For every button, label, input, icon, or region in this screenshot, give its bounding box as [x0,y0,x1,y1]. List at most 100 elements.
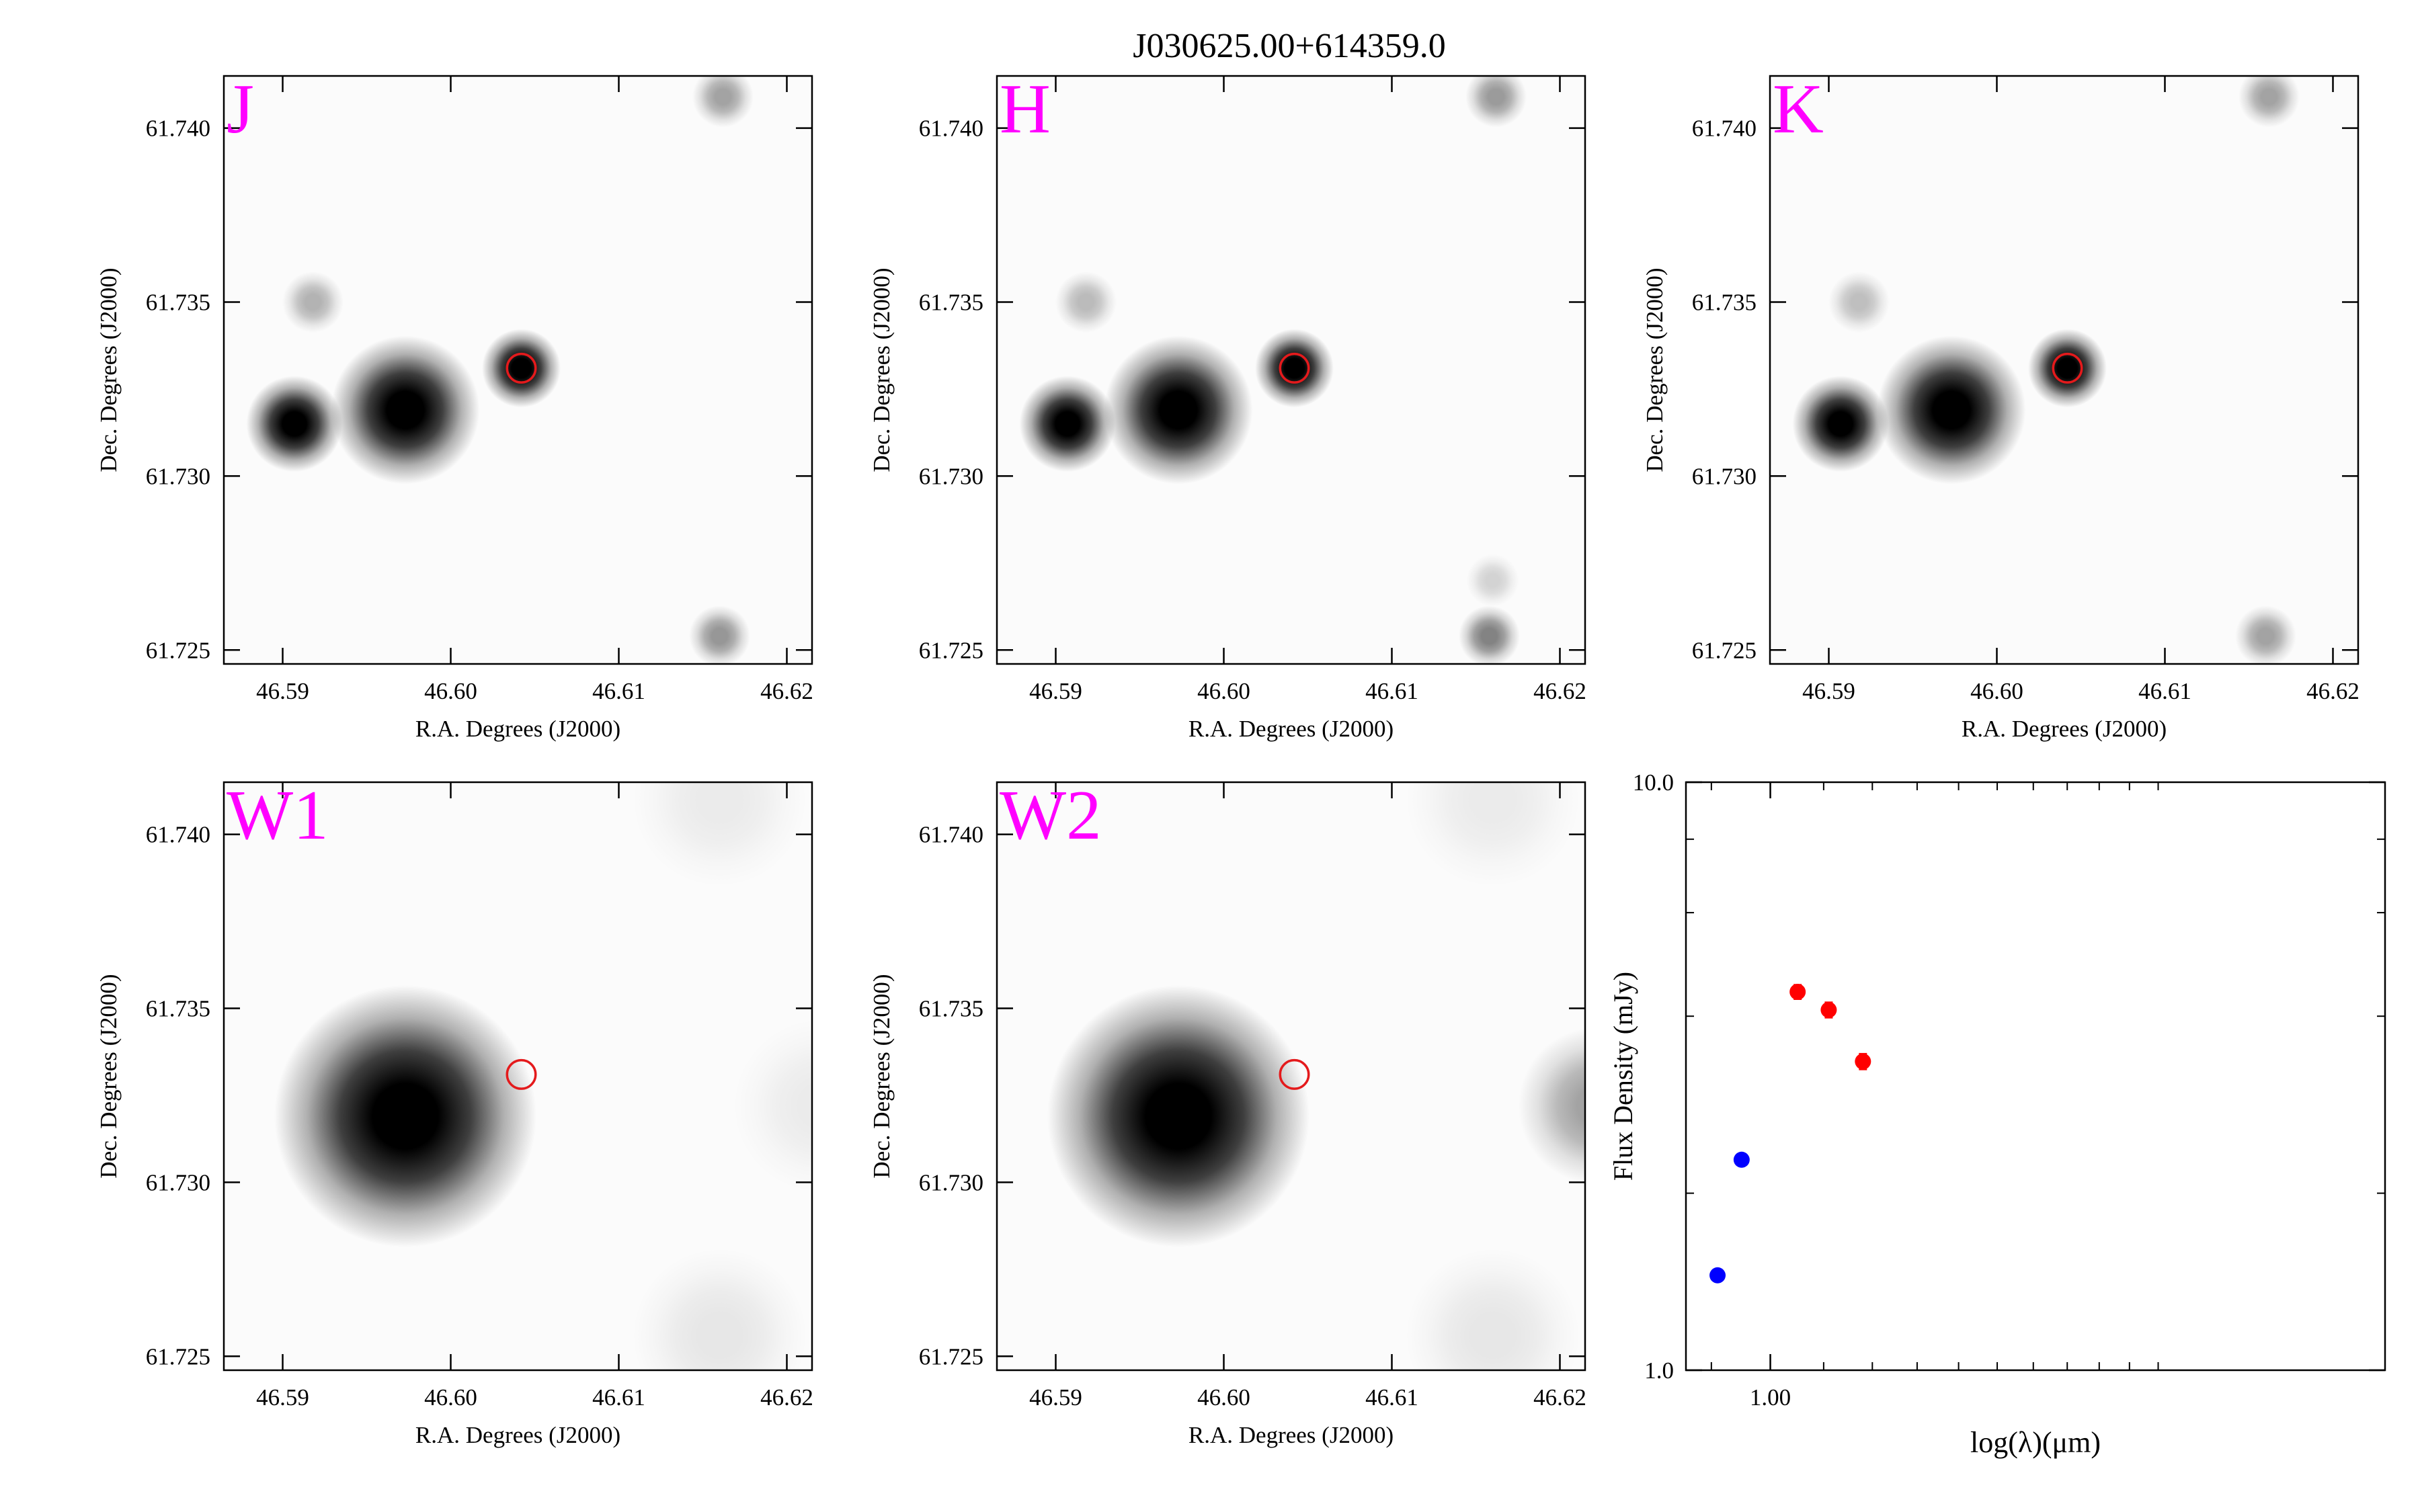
y-tick-label: 61.735 [919,996,983,1022]
y-axis-label: Dec. Degrees (J2000) [95,267,122,472]
x-tick-label: 46.59 [1029,678,1082,704]
source-1 [1877,335,2026,485]
target-circle [506,1058,537,1090]
x-tick-label: 46.59 [1029,1384,1082,1411]
x-axis-label: R.A. Degrees (J2000) [415,1422,620,1448]
y-tick-label: 61.725 [919,637,983,663]
axes-frame [996,75,1586,665]
source-0 [246,376,343,472]
x-tick-label: 46.61 [592,1384,645,1411]
target-circle [2052,352,2083,384]
y-tick-label: 61.730 [919,463,983,489]
image-sources [274,782,812,1370]
source-3 [1055,271,1117,333]
panel-w2: 46.59 46.60 46.61 46.62 61.725 61.730 61.735 61… [869,775,1586,1448]
x-tick-label: 46.60 [1970,678,2023,704]
source-6 [1466,554,1519,607]
source-3 [733,1019,812,1193]
source-0 [1047,985,1309,1248]
source-2 [1255,329,1334,408]
band-label: K [1773,69,1824,148]
y-tick-label: 61.730 [1692,463,1757,489]
y-tick-label: 61.725 [919,1343,983,1370]
y-tick-label: 61.735 [919,290,983,316]
x-tick-label: 46.62 [1533,678,1586,704]
y-tick-label: 61.730 [146,1169,210,1195]
x-tick-label: 46.59 [256,1384,309,1411]
source-5 [689,605,750,664]
x-tick-label: 46.60 [1197,678,1250,704]
image-sources [1792,76,2300,664]
y-tick-label: 61.740 [919,116,983,142]
x-axis-label: log(λ)(μm) [1970,1426,2101,1459]
source-2 [482,329,561,408]
x-tick-label: 1.00 [1750,1384,1791,1411]
panels: 46.59 46.60 46.61 46.62 61.725 61.730 61.735 61… [95,69,2386,1459]
band-label: W1 [227,775,329,854]
y-tick-label: 1.0 [1644,1357,1674,1384]
panel-k: 46.59 46.60 46.61 46.62 61.725 61.730 61.735 61… [1642,69,2360,742]
figure-title: J030625.00+614359.0 [1133,27,1446,65]
x-tick-label: 46.61 [2138,678,2191,704]
source-1 [1104,335,1253,485]
source-0 [274,985,536,1248]
y-tick-label: 61.725 [146,637,210,663]
x-tick-label: 46.62 [760,1384,813,1411]
source-4 [1465,76,1527,128]
band-label: J [227,69,254,148]
image-sources [1019,76,1527,664]
band-label: W2 [1000,775,1102,854]
source-1 [1405,782,1580,887]
image-sources [1047,782,1585,1370]
x-tick-label: 46.61 [592,678,645,704]
source-2 [2028,329,2107,408]
y-tick-label: 10.0 [1633,769,1674,796]
source-3 [1518,1027,1585,1184]
source-3 [282,271,344,333]
y-axis-label: Dec. Degrees (J2000) [869,974,895,1178]
axes-frame [996,781,1586,1372]
band-label: H [1000,69,1051,148]
y-tick-label: 61.725 [146,1343,210,1370]
x-tick-label: 46.60 [1197,1384,1250,1411]
x-tick-label: 46.59 [1802,678,1855,704]
x-tick-label: 46.62 [2306,678,2360,704]
data-point [1855,1053,1871,1070]
y-tick-label: 61.735 [1692,290,1757,316]
axes-frame [223,75,813,665]
source-0 [1792,376,1889,472]
data-point [1733,1151,1750,1168]
y-tick-label: 61.730 [146,463,210,489]
x-tick-label: 46.60 [424,678,477,704]
source-1 [331,335,480,485]
y-tick-label: 61.740 [146,116,210,142]
y-axis-label: Dec. Degrees (J2000) [869,267,895,472]
source-2 [1405,1248,1580,1370]
y-tick-label: 61.740 [1692,116,1757,142]
series-1 [1789,983,1871,1070]
x-tick-label: 46.61 [1365,1384,1418,1411]
source-2 [632,1248,807,1370]
target-circle [506,352,537,384]
y-tick-label: 61.730 [919,1169,983,1195]
x-axis-label: R.A. Degrees (J2000) [1188,1422,1394,1448]
y-axis-label: Flux Density (mJy) [1608,972,1638,1181]
y-tick-label: 61.735 [146,290,210,316]
data-point [1820,1001,1837,1018]
data-point [1789,983,1806,1000]
panel-sed: 1.00 1.0 10.0 log(λ)(μm) Flux Density (mJy) [1608,769,2386,1459]
source-5 [2235,605,2296,664]
x-tick-label: 46.59 [256,678,309,704]
target-circle [1279,352,1310,384]
x-axis-label: R.A. Degrees (J2000) [1188,716,1394,742]
source-4 [692,76,754,128]
x-tick-label: 46.62 [760,678,813,704]
panel-h: 46.59 46.60 46.61 46.62 61.725 61.730 61.735 61… [869,69,1586,742]
source-4 [2238,76,2300,128]
y-tick-label: 61.740 [919,822,983,848]
source-5 [1459,605,1520,664]
x-tick-label: 46.61 [1365,678,1418,704]
axes-frame [223,781,813,1372]
y-tick-label: 61.735 [146,996,210,1022]
